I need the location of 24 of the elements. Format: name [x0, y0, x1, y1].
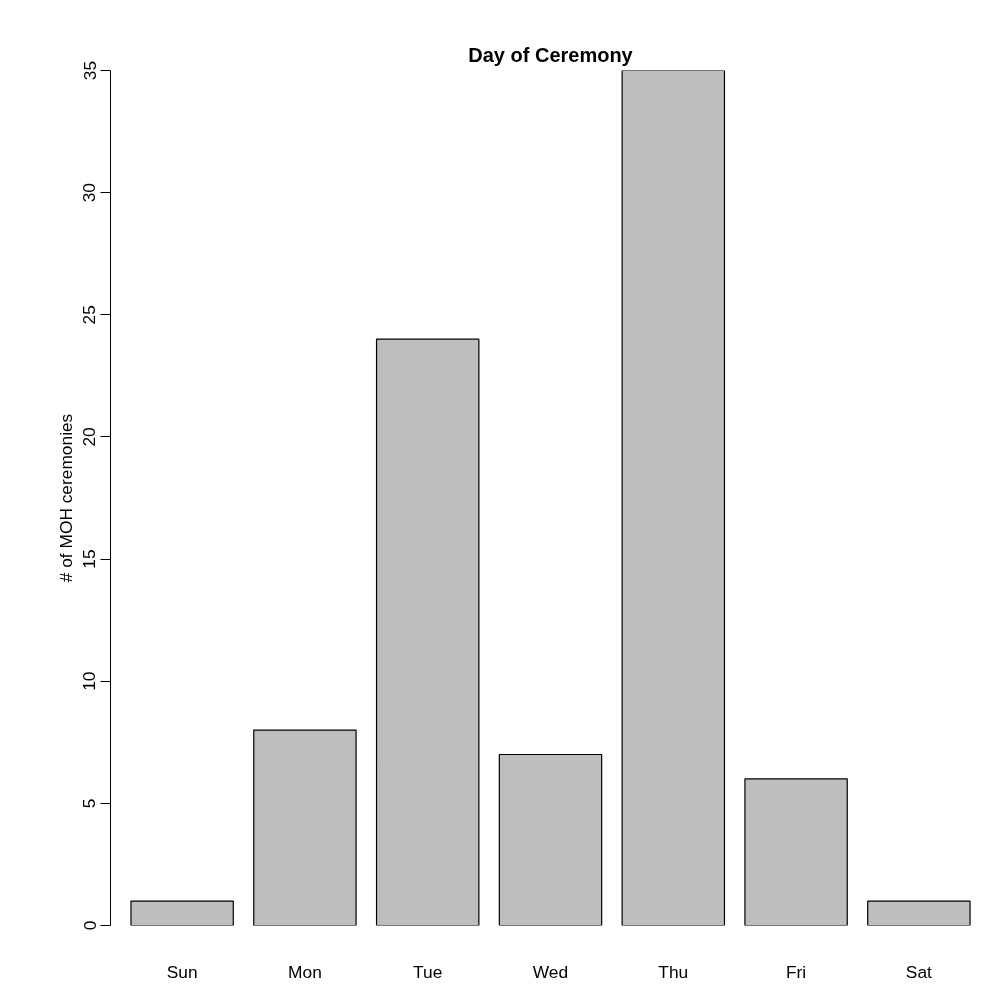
bar — [253, 729, 357, 926]
x-tick-label: Mon — [288, 961, 322, 982]
bar — [498, 753, 603, 926]
bar — [130, 900, 234, 926]
x-tick-label: Wed — [532, 961, 569, 982]
chart-title: Day of Ceremony — [468, 43, 634, 66]
y-tick-label: 0 — [79, 920, 100, 931]
x-tick-label: Thu — [658, 961, 689, 982]
y-tick-label: 35 — [79, 60, 100, 81]
x-tick-label: Fri — [785, 961, 807, 982]
x-tick-label: Sat — [905, 961, 933, 982]
y-tick-label: 10 — [79, 671, 100, 691]
bar — [744, 778, 848, 926]
y-tick-label: 20 — [79, 427, 100, 447]
bar — [375, 338, 480, 926]
y-tick-label: 5 — [79, 798, 100, 809]
y-tick-label: 15 — [79, 549, 100, 569]
x-tick-label: Tue — [413, 961, 443, 982]
bar — [867, 900, 971, 926]
y-axis-title: # of MOH ceremonies — [55, 413, 76, 583]
y-tick-label: 25 — [79, 305, 100, 325]
bar — [621, 70, 726, 926]
x-tick-label: Sun — [166, 961, 198, 982]
y-tick-label: 30 — [79, 183, 100, 203]
